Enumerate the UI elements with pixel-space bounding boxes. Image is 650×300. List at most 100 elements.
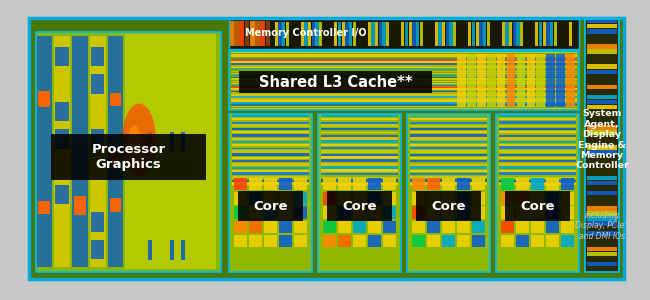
Bar [587, 221, 617, 226]
Bar [501, 178, 514, 190]
Bar [338, 220, 351, 233]
Bar [457, 54, 466, 106]
Bar [412, 178, 425, 190]
Bar [528, 22, 531, 46]
Bar [410, 137, 487, 140]
Bar [318, 114, 401, 272]
Bar [321, 173, 398, 175]
Bar [234, 192, 247, 205]
Bar [546, 178, 559, 190]
Bar [249, 206, 262, 219]
Bar [442, 235, 455, 247]
Bar [297, 22, 300, 46]
Bar [499, 137, 576, 140]
Bar [587, 130, 617, 135]
Bar [232, 114, 309, 117]
Bar [279, 220, 292, 233]
Bar [229, 51, 579, 110]
Bar [382, 22, 385, 46]
Bar [420, 22, 423, 46]
Bar [232, 163, 309, 166]
Bar [546, 206, 559, 219]
Ellipse shape [122, 103, 156, 176]
Bar [321, 122, 398, 124]
Bar [282, 22, 285, 46]
Bar [264, 192, 277, 205]
Bar [427, 220, 440, 233]
Bar [264, 235, 277, 247]
Bar [338, 235, 351, 247]
Bar [321, 169, 398, 172]
Bar [561, 178, 574, 190]
Bar [249, 178, 262, 190]
Bar [407, 114, 490, 272]
Bar [229, 19, 579, 49]
Bar [499, 121, 576, 124]
Bar [464, 22, 467, 46]
Bar [499, 163, 576, 166]
Bar [231, 91, 577, 92]
Bar [353, 206, 366, 219]
Bar [535, 22, 538, 46]
Bar [231, 77, 577, 78]
Text: Shared L3 Cache**: Shared L3 Cache** [259, 74, 413, 89]
Bar [231, 73, 577, 74]
Bar [561, 22, 564, 46]
Bar [410, 154, 487, 156]
Bar [110, 93, 121, 106]
Bar [289, 22, 292, 46]
Bar [410, 166, 487, 169]
Bar [321, 159, 398, 162]
Text: Core: Core [520, 200, 555, 213]
Bar [323, 178, 336, 190]
Bar [231, 104, 577, 106]
Bar [543, 22, 546, 46]
Bar [239, 21, 244, 46]
Bar [561, 192, 574, 205]
Bar [55, 46, 69, 66]
Bar [232, 134, 309, 136]
Bar [536, 54, 545, 106]
Bar [499, 144, 576, 146]
Bar [232, 180, 309, 182]
Bar [264, 206, 277, 219]
Bar [472, 206, 485, 219]
Bar [170, 240, 174, 260]
Bar [587, 146, 617, 150]
Bar [410, 122, 487, 124]
Bar [304, 22, 307, 46]
Bar [353, 178, 366, 190]
Bar [91, 74, 104, 94]
Bar [383, 178, 396, 190]
Bar [108, 36, 124, 267]
Text: Core: Core [253, 200, 288, 213]
Bar [410, 179, 487, 182]
Bar [587, 85, 617, 89]
Bar [587, 231, 617, 236]
Bar [499, 154, 576, 156]
Bar [517, 54, 525, 106]
Bar [232, 144, 309, 146]
Bar [338, 178, 351, 190]
Bar [229, 114, 312, 272]
Bar [407, 114, 490, 272]
Bar [499, 124, 576, 127]
Bar [472, 178, 485, 190]
Bar [321, 177, 398, 178]
Bar [338, 192, 351, 205]
Bar [531, 235, 544, 247]
Bar [321, 132, 398, 133]
Bar [587, 64, 617, 69]
Bar [427, 22, 430, 46]
Bar [427, 206, 440, 219]
Bar [457, 206, 470, 219]
Bar [499, 135, 576, 136]
Bar [110, 152, 121, 165]
Bar [502, 22, 505, 46]
Bar [231, 96, 577, 98]
Bar [531, 206, 544, 219]
Bar [483, 22, 486, 46]
Bar [356, 22, 359, 46]
Bar [556, 54, 565, 106]
Bar [498, 22, 501, 46]
